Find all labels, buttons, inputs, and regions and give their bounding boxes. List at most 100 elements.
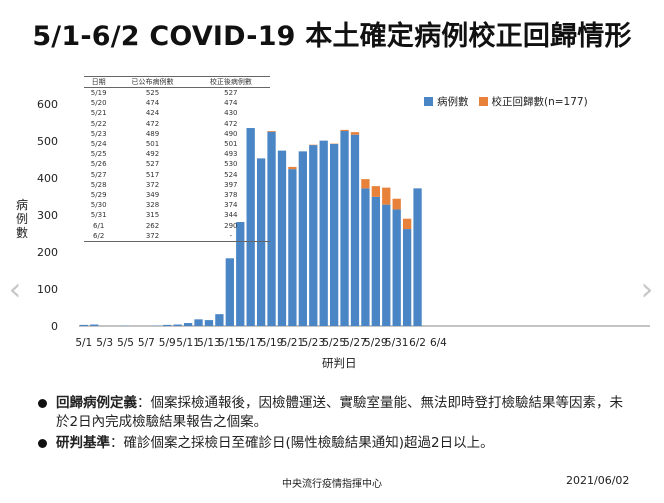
bullet-icon — [38, 439, 47, 448]
bar-reported — [329, 143, 339, 326]
bar-reported — [236, 222, 245, 326]
bar-reported — [277, 150, 287, 326]
table-cell: 315 — [145, 211, 160, 220]
table-row: 6/2 372- — [84, 230, 270, 243]
x-tick-label: 5/3 — [96, 337, 113, 349]
bar-reported — [402, 229, 412, 326]
bar-backfill — [371, 186, 380, 197]
table-row: 5/21 424 430 — [84, 108, 270, 118]
x-tick-label: 6/2 — [409, 337, 426, 349]
data-table: 日期 已公布病例數 校正後病例數 5/19 525 527 5/20 474 474 5/2… — [84, 76, 270, 243]
table-row: 5/22 472 472 — [84, 119, 270, 129]
table-header: 日期 — [84, 76, 114, 88]
bar-reported — [225, 258, 234, 326]
table-row: 5/31 315 344 — [84, 210, 270, 220]
table-row: 5/30 328 374 — [84, 200, 270, 210]
bar-reported — [319, 140, 328, 326]
y-tick-label: 200 — [37, 246, 58, 259]
note-criteria: 研判基準：確診個案之採檢日至確診日(陽性檢驗結果通知)超過2日以上。 — [36, 434, 636, 453]
table-cell: 344 — [224, 211, 238, 220]
table-cell: 490 — [224, 129, 238, 138]
table-cell: 489 — [145, 129, 160, 138]
bar-reported — [340, 131, 349, 326]
table-cell: 525 — [145, 89, 160, 97]
x-tick-label: 5/29 — [364, 337, 388, 349]
table-cell: 5/24 — [90, 140, 107, 149]
bar-reported — [288, 169, 297, 326]
table-cell: 328 — [145, 201, 160, 210]
x-tick-label: 5/15 — [218, 337, 242, 349]
table-row: 6/1 262 290 — [84, 221, 270, 231]
x-axis-label: 研判日 — [322, 356, 357, 370]
table-row: 5/20 474 474 — [84, 98, 270, 108]
bar-reported — [204, 320, 214, 326]
table-cell: 262 — [145, 221, 160, 230]
bar-reported — [298, 151, 307, 326]
bar-reported — [183, 323, 193, 326]
x-tick-label: 5/1 — [75, 337, 92, 349]
footer-date: 2021/06/02 — [566, 474, 630, 487]
table-cell: 5/31 — [90, 211, 107, 220]
y-tick-label: 500 — [37, 135, 58, 148]
table-cell: 530 — [224, 160, 238, 169]
bar-backfill — [288, 166, 297, 170]
bar-reported — [413, 188, 422, 326]
x-tick-label: 5/21 — [281, 337, 305, 349]
bar-backfill — [402, 218, 412, 230]
table-cell: 424 — [145, 109, 160, 118]
bullet-icon — [38, 399, 47, 408]
bar-reported — [371, 196, 380, 326]
table-row: 5/26 527 530 — [84, 159, 270, 169]
table-cell: 372 — [145, 180, 160, 189]
table-cell: 501 — [145, 140, 160, 149]
bar-reported — [392, 209, 401, 326]
notes: 回歸病例定義：個案採檢通報後，因檢體運送、實驗室量能、無法即時登打檢驗結果等因素… — [36, 394, 636, 455]
legend-label-backfill: 校正回歸數(n=177) — [491, 96, 588, 108]
note-text: ：確診個案之採檢日至確診日(陽性檢驗結果通知)超過2日以上。 — [110, 435, 494, 451]
note-term: 回歸病例定義 — [56, 395, 137, 411]
table-cell: 5/22 — [90, 119, 107, 128]
table-cell: 517 — [145, 170, 160, 179]
next-slide-button[interactable]: › — [636, 270, 658, 308]
table-header-row: 日期 已公布病例數 校正後病例數 — [84, 76, 270, 88]
table-row: 5/19 525 527 — [84, 88, 270, 99]
bar-reported — [79, 324, 88, 326]
table-cell: 6/2 — [84, 230, 114, 243]
x-tick-label: 5/31 — [385, 337, 409, 349]
bar-reported — [256, 158, 266, 326]
x-tick-label: 6/4 — [430, 337, 447, 349]
table-cell: 5/23 — [90, 129, 107, 138]
table-cell: 524 — [224, 170, 238, 179]
note-term: 研判基準 — [56, 435, 110, 451]
bar-reported — [267, 131, 276, 326]
bar-backfill — [382, 187, 391, 205]
table-cell: 5/19 — [90, 89, 107, 97]
prev-slide-button[interactable]: ‹ — [4, 270, 26, 308]
table-row: 5/25 492 493 — [84, 149, 270, 159]
table-cell: 472 — [145, 119, 160, 128]
table-cell: 374 — [224, 201, 238, 210]
table-cell: 5/25 — [90, 150, 107, 159]
table-cell: 493 — [224, 150, 238, 159]
y-tick-label: 100 — [37, 283, 58, 296]
y-axis-label: 病例數 — [15, 198, 28, 240]
bar-backfill — [267, 131, 276, 132]
y-tick-label: 300 — [37, 209, 58, 222]
table-body: 5/19 525 527 5/20 474 474 5/21 424 430 5/22 472 472… — [84, 88, 270, 243]
table-row: 5/24 501 501 — [84, 139, 270, 149]
table-cell: 492 — [145, 150, 160, 159]
bar-reported — [194, 319, 203, 326]
bar-backfill — [361, 179, 370, 189]
table-cell: 372 — [113, 230, 192, 243]
x-tick-label: 5/23 — [301, 337, 325, 349]
table-cell: 527 — [224, 89, 238, 97]
x-tick-label: 5/9 — [159, 337, 176, 349]
y-tick-label: 400 — [37, 172, 58, 185]
table-header: 已公布病例數 — [113, 76, 192, 88]
table-row: 5/29 349 378 — [84, 190, 270, 200]
chevron-right-icon: › — [640, 270, 654, 308]
table-cell: 5/27 — [90, 170, 107, 179]
bar-reported — [163, 324, 172, 326]
chevron-left-icon: ‹ — [8, 270, 22, 308]
